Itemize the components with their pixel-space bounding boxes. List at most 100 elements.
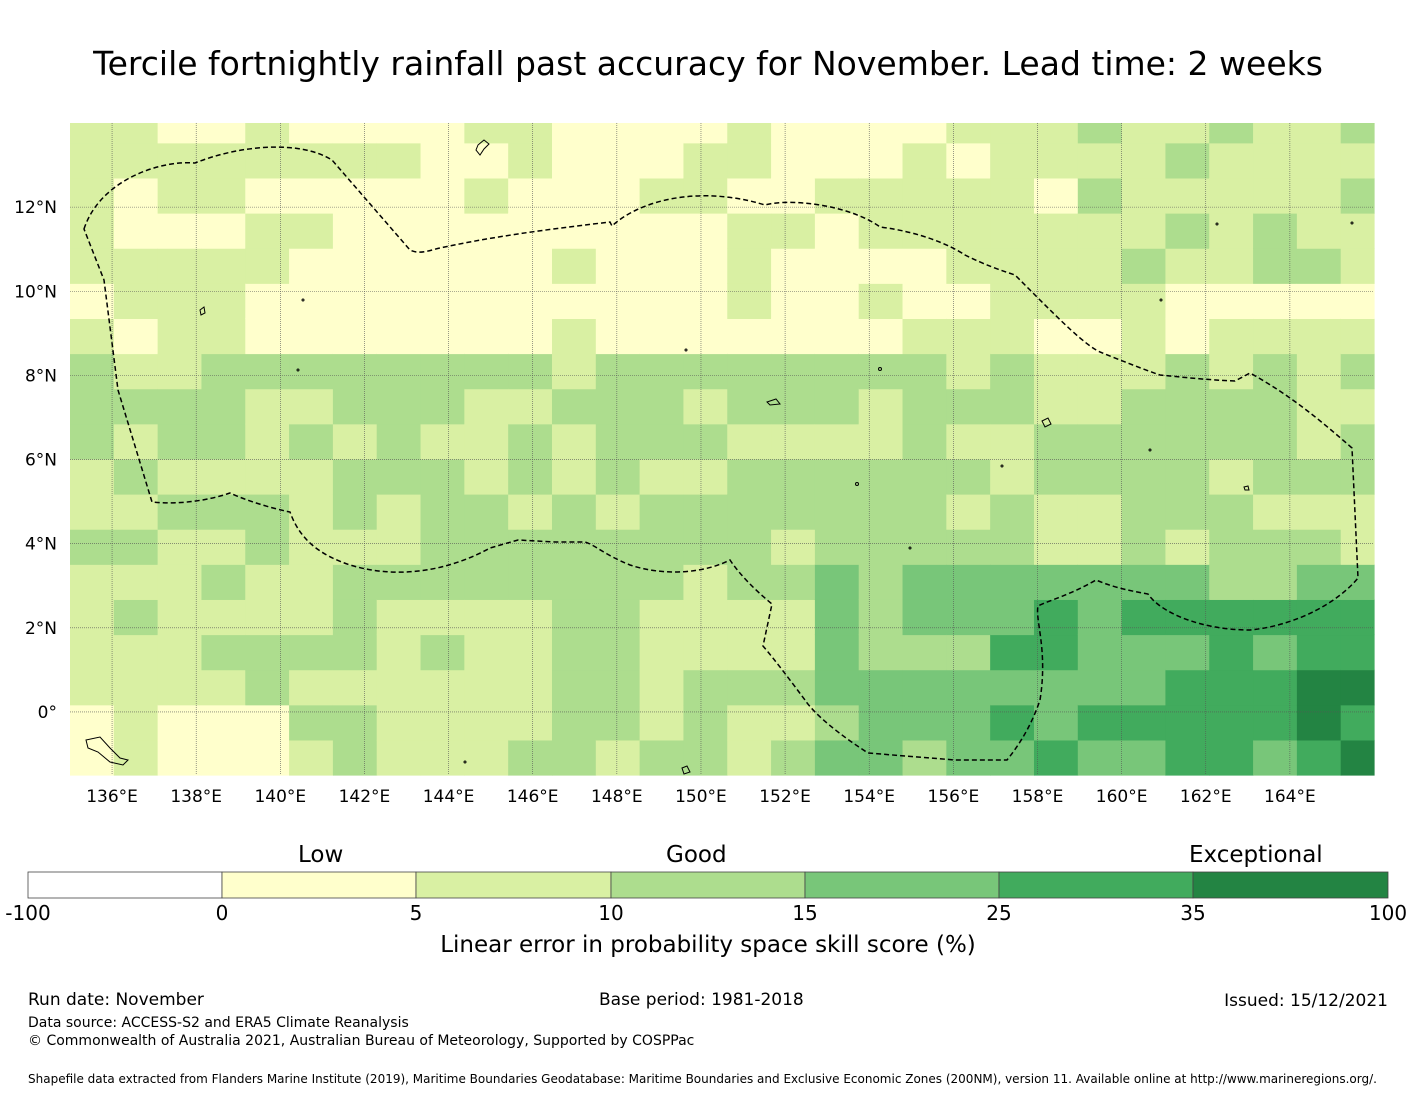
skill-cell [727,739,772,776]
island-dot [1215,222,1219,226]
skill-cell [946,739,991,776]
skill-cell [1253,248,1298,284]
skill-cell [201,213,246,249]
skill-cell [727,123,772,144]
skill-cell [70,494,115,530]
skill-cell [1165,669,1210,706]
skill-cell [1296,423,1342,460]
island-dot [1350,221,1354,225]
skill-cell [1209,388,1254,425]
skill-cell [727,494,772,530]
skill-cell [639,248,685,284]
skill-cell [332,423,378,460]
skill-cell [1253,123,1298,144]
colorbar-tick: -100 [5,901,51,925]
skill-cell [289,704,334,741]
skill-cell [113,353,159,390]
skill-cell [551,318,597,355]
skill-cell [1209,318,1254,355]
skill-cell [508,123,553,144]
skill-cell [508,318,553,355]
skill-cell [771,142,816,179]
skill-cell [683,458,728,495]
skill-cell [245,318,290,355]
skill-cell [1296,634,1342,671]
skill-cell [902,283,947,319]
skill-cell [1340,388,1375,425]
skill-cell [1033,353,1079,390]
skill-cell [990,704,1035,741]
skill-cell [902,494,947,530]
skill-cell [245,634,290,671]
skill-cell [464,388,509,425]
skill-cell [858,458,904,495]
islands [85,139,1354,775]
skill-cell [727,318,772,355]
skill-cell [201,634,246,671]
colorbar-segment [804,871,1000,899]
skill-cell [157,353,203,390]
skill-cell [1121,388,1167,425]
skill-cell [1209,529,1254,565]
skill-cell [70,634,115,671]
skill-cell [157,142,203,179]
skill-cell [946,353,991,390]
skill-cell [289,634,334,671]
skill-cell [245,388,290,425]
skill-cell [639,634,685,671]
skill-cell [858,634,904,671]
skill-cell [1033,423,1079,460]
skill-cell [289,739,334,776]
skill-cell [990,177,1035,214]
skill-cell [1253,458,1298,495]
skill-cell [113,599,159,636]
skill-cell [727,564,772,600]
skill-cell [639,142,685,179]
skill-cell [157,283,203,319]
skill-cell [245,564,290,600]
skill-cell [727,599,772,636]
skill-cell [1121,564,1167,600]
data-source: Data source: ACCESS-S2 and ERA5 Climate … [28,1015,409,1031]
colorbar-segment [998,871,1194,899]
skill-cell [946,634,991,671]
island-dot [1159,298,1163,302]
skill-cell [595,283,641,319]
skill-cell [113,283,159,319]
skill-cell [464,213,509,249]
skill-cell [551,213,597,249]
skill-cell [639,494,685,530]
skill-cell [201,423,246,460]
skill-cell [420,458,465,495]
skill-cell [814,177,860,214]
run-date: Run date: November [28,990,204,1010]
skill-cell [332,739,378,776]
skill-cell [1296,123,1342,144]
skill-cell [1121,142,1167,179]
skill-cell [201,283,246,319]
skill-cell [1033,123,1079,144]
longitude-tick-label: 148°E [591,787,643,807]
skill-cell [858,123,904,144]
skill-cell [245,704,290,741]
skill-cell [70,142,115,179]
skill-cell [814,388,860,425]
skill-cell [1253,283,1298,319]
skill-cell [289,599,334,636]
skill-cell [113,704,159,741]
skill-cell [946,529,991,565]
skill-cell [464,704,509,741]
skill-cell [551,529,597,565]
skill-cell [245,123,290,144]
skill-cell [289,458,334,495]
skill-cell [1077,283,1123,319]
skill-cell [1077,353,1123,390]
skill-cell [902,213,947,249]
skill-cell [245,458,290,495]
skill-cell [771,388,816,425]
skill-cell [1296,177,1342,214]
skill-cell [551,599,597,636]
skill-cell [551,704,597,741]
skill-cell [1121,739,1167,776]
skill-cell [508,564,553,600]
